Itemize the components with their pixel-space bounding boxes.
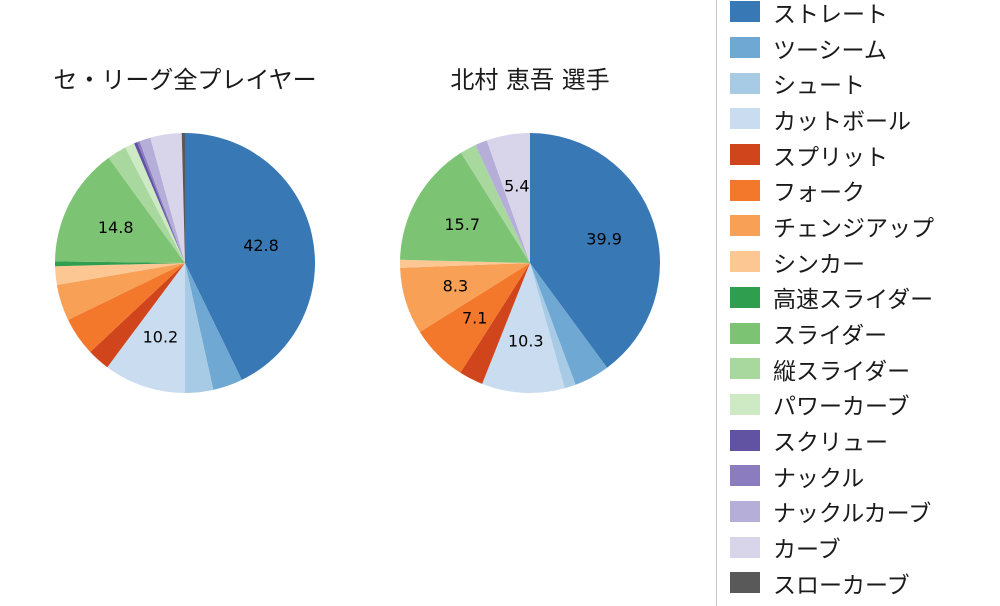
legend-item: パワーカーブ bbox=[730, 387, 1000, 423]
pie-segment bbox=[419, 263, 530, 373]
pie-segment bbox=[475, 140, 530, 263]
legend-item: スローカーブ bbox=[730, 565, 1000, 601]
pie-percentage-label: 8.3 bbox=[443, 277, 468, 296]
legend-label: ナックル bbox=[773, 465, 865, 492]
pie-segment bbox=[400, 263, 530, 332]
pie-percentage-label: 39.9 bbox=[586, 229, 622, 248]
pie-percentage-label: 42.8 bbox=[243, 236, 279, 255]
pie-segment bbox=[460, 263, 530, 384]
right-chart-title: 北村 恵吾 選手 bbox=[450, 66, 610, 94]
legend-label: シンカー bbox=[773, 251, 865, 278]
legend-label: ナックルカーブ bbox=[773, 501, 932, 528]
pie-segment bbox=[137, 141, 185, 263]
legend-swatch-icon bbox=[730, 358, 760, 380]
pie-segment bbox=[530, 133, 660, 368]
pie-segment bbox=[108, 147, 185, 263]
legend-swatch-icon bbox=[730, 251, 760, 273]
legend-label: カットボール bbox=[773, 108, 911, 135]
pie-segment bbox=[482, 263, 565, 393]
legend-label: パワーカーブ bbox=[773, 394, 910, 421]
legend-item: ナックルカーブ bbox=[730, 494, 1000, 530]
pie-segment bbox=[486, 133, 530, 263]
pie-segment bbox=[185, 133, 315, 380]
legend-swatch-icon bbox=[730, 322, 760, 344]
pie-chart-league-all: セ・リーグ全プレイヤー 42.8 10.2 14.8 bbox=[35, 65, 335, 413]
legend-item: フォーク bbox=[730, 172, 1000, 208]
legend-items: ストレートツーシームシュートカットボール スプリットフォークチェンジアップ シンカー… bbox=[730, 0, 1000, 601]
pitch-type-legend: ストレートツーシームシュートカットボール スプリットフォークチェンジアップ シンカー… bbox=[716, 0, 1000, 606]
legend-swatch-icon bbox=[730, 72, 760, 94]
legend-swatch-icon bbox=[730, 215, 760, 237]
legend-label: カーブ bbox=[773, 537, 841, 564]
legend-label: フォーク bbox=[773, 180, 865, 207]
legend-swatch-icon bbox=[730, 286, 760, 308]
pie-segment bbox=[107, 263, 185, 393]
legend-item: カーブ bbox=[730, 529, 1000, 565]
legend-item: ナックル bbox=[730, 458, 1000, 494]
legend-swatch-icon bbox=[730, 536, 760, 558]
legend-swatch-icon bbox=[730, 108, 760, 130]
pie-segment bbox=[125, 143, 185, 263]
pie-svg: 42.8 10.2 14.8 bbox=[54, 133, 315, 393]
pie-segment bbox=[399, 259, 530, 268]
pie-percentage-label: 5.4 bbox=[504, 177, 529, 196]
pie-league-all: 42.8 10.2 14.8 bbox=[35, 113, 335, 413]
pie-percentage-label: 14.8 bbox=[98, 218, 134, 237]
legend-swatch-icon bbox=[730, 144, 760, 166]
legend-swatch-icon bbox=[730, 1, 760, 23]
legend-label: スクリュー bbox=[773, 430, 888, 457]
legend-item: 縦スライダー bbox=[730, 351, 1000, 387]
pie-percentage-label: 15.7 bbox=[444, 215, 480, 234]
legend-swatch-icon bbox=[730, 572, 760, 594]
legend-item: チェンジアップ bbox=[730, 208, 1000, 244]
pie-segment bbox=[139, 137, 185, 263]
pie-segment bbox=[400, 152, 530, 263]
legend-label: ストレート bbox=[773, 1, 888, 28]
legend-item: シンカー bbox=[730, 244, 1000, 280]
pie-segment bbox=[55, 263, 185, 285]
legend-item: 高速スライダー bbox=[730, 280, 1000, 316]
legend-label: スローカーブ bbox=[773, 572, 910, 599]
pie-segment bbox=[150, 133, 185, 263]
pie-player: 39.9 10.3 7.1 8.3 15.7 5.4 bbox=[380, 113, 680, 413]
pie-svg: 39.9 10.3 7.1 8.3 15.7 5.4 bbox=[399, 133, 660, 393]
legend-label: スライダー bbox=[773, 323, 888, 350]
pie-chart-player: 北村 恵吾 選手 39.9 10.3 7.1 8.3 15.7 5.4 bbox=[380, 65, 680, 413]
pie-segment bbox=[54, 261, 185, 267]
legend-label: チェンジアップ bbox=[773, 215, 934, 242]
pie-segment bbox=[185, 263, 214, 393]
pie-segment bbox=[530, 263, 576, 389]
legend-item: ツーシーム bbox=[730, 30, 1000, 66]
legend-swatch-icon bbox=[730, 37, 760, 59]
pie-segment bbox=[134, 142, 185, 263]
left-chart-title: セ・リーグ全プレイヤー bbox=[53, 66, 317, 94]
legend-item: シュート bbox=[730, 65, 1000, 101]
legend-item: スプリット bbox=[730, 137, 1000, 173]
legend-label: スプリット bbox=[773, 144, 888, 171]
pie-segment bbox=[90, 263, 185, 368]
legend-swatch-icon bbox=[730, 500, 760, 522]
legend-label: 縦スライダー bbox=[773, 358, 911, 385]
pie-segment bbox=[530, 263, 608, 385]
legend-swatch-icon bbox=[730, 465, 760, 487]
pie-segment bbox=[55, 157, 185, 263]
pie-segment bbox=[185, 263, 242, 390]
pie-segment bbox=[68, 263, 185, 352]
pie-percentage-label: 10.3 bbox=[508, 332, 544, 351]
pie-percentage-label: 10.2 bbox=[143, 328, 179, 347]
pie-segment bbox=[56, 263, 186, 320]
pie-segment bbox=[181, 133, 185, 263]
legend-label: ツーシーム bbox=[773, 37, 887, 64]
legend-item: スライダー bbox=[730, 315, 1000, 351]
legend-label: 高速スライダー bbox=[773, 287, 934, 314]
pie-percentage-label: 7.1 bbox=[462, 309, 487, 328]
legend-item: ストレート bbox=[730, 0, 1000, 30]
legend-swatch-icon bbox=[730, 179, 760, 201]
pie-segment bbox=[461, 145, 530, 263]
legend-item: スクリュー bbox=[730, 422, 1000, 458]
legend-swatch-icon bbox=[730, 393, 760, 415]
legend-label: シュート bbox=[773, 73, 865, 100]
legend-item: カットボール bbox=[730, 101, 1000, 137]
legend-swatch-icon bbox=[730, 429, 760, 451]
